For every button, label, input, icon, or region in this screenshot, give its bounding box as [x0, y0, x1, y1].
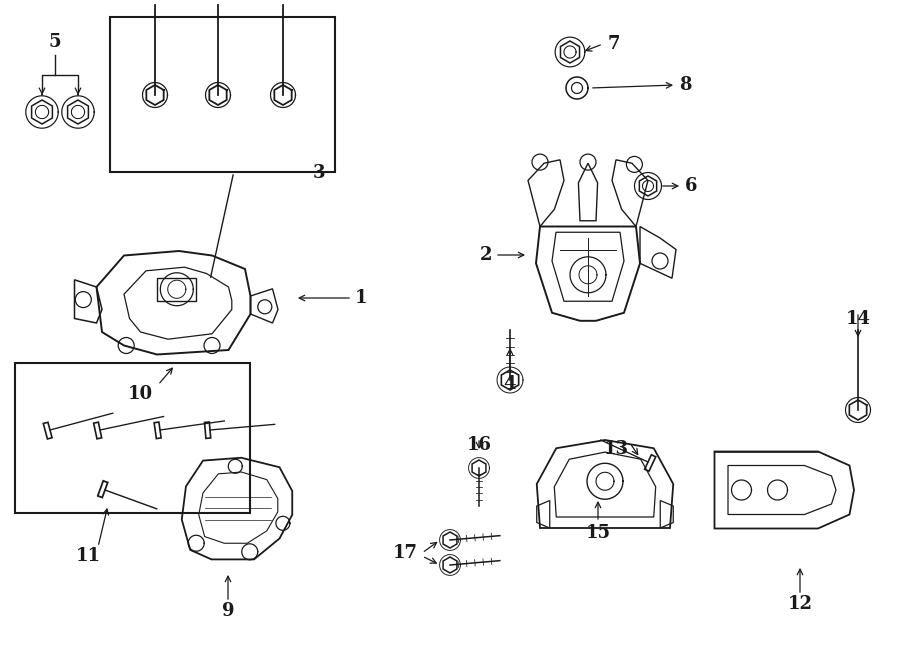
Text: 15: 15 [585, 524, 610, 542]
Text: 11: 11 [76, 547, 101, 565]
Text: 1: 1 [355, 289, 367, 307]
Bar [15, 363, 250, 513]
Text: 16: 16 [466, 436, 491, 454]
Text: 9: 9 [221, 602, 234, 620]
Text: 3: 3 [312, 164, 325, 182]
Text: 4: 4 [504, 375, 517, 393]
Text: 6: 6 [685, 177, 698, 195]
Bar [110, 17, 335, 172]
Text: 14: 14 [845, 310, 870, 328]
Text: 13: 13 [604, 440, 628, 458]
Text: 17: 17 [393, 544, 418, 562]
Text: 5: 5 [49, 33, 61, 51]
Text: 7: 7 [608, 35, 620, 53]
Text: 12: 12 [788, 595, 813, 613]
Text: 2: 2 [480, 246, 492, 264]
Text: 8: 8 [679, 76, 691, 94]
Text: 10: 10 [128, 385, 153, 403]
